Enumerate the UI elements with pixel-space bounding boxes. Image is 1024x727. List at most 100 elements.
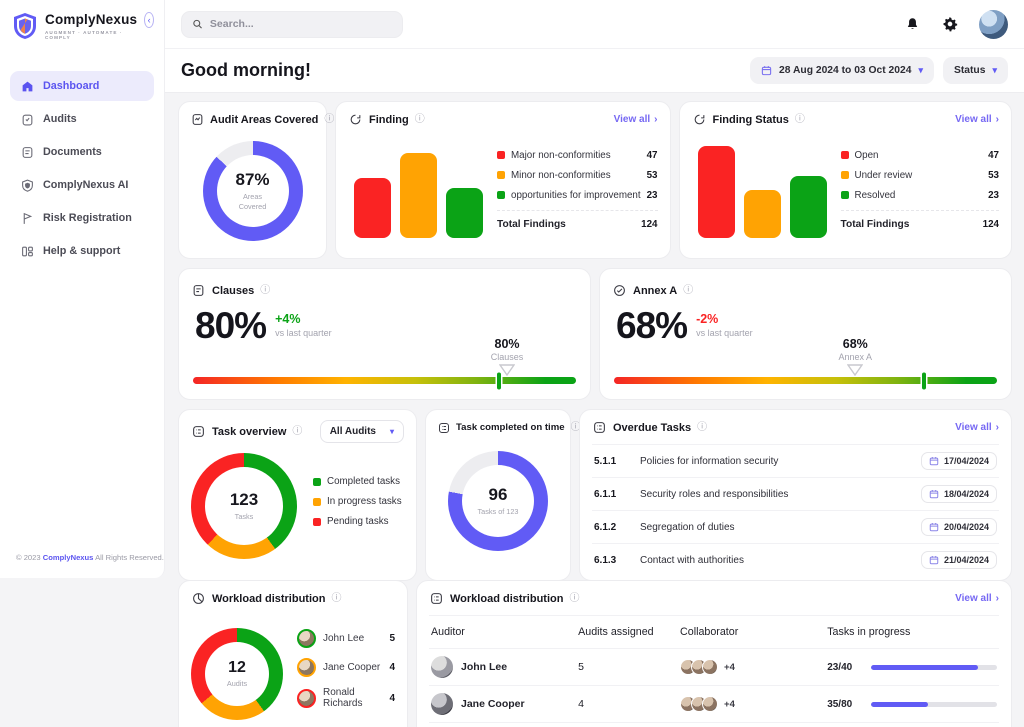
- info-icon[interactable]: ⓘ: [414, 113, 425, 125]
- view-all-link[interactable]: View all ›: [955, 422, 999, 433]
- avatar: [431, 693, 453, 715]
- card-annex-a: Annex A ⓘ 68% -2% vs last quarter 68% An…: [599, 268, 1012, 400]
- info-icon[interactable]: ⓘ: [331, 592, 342, 604]
- task-list-icon: [191, 424, 206, 439]
- sidebar-item-dashboard[interactable]: Dashboard: [10, 71, 154, 101]
- check-circle-icon: [612, 283, 627, 298]
- collaborator-extra: +4: [724, 661, 735, 673]
- info-icon[interactable]: ⓘ: [697, 421, 708, 433]
- task-title: Security roles and responsibilities: [640, 488, 789, 500]
- overdue-task-row[interactable]: 6.1.2 Segregation of duties 20/04/2024: [592, 510, 999, 543]
- gauge-tick: [497, 372, 502, 389]
- info-icon[interactable]: ⓘ: [570, 421, 581, 433]
- notifications-bell-icon[interactable]: [903, 15, 921, 33]
- due-date-chip[interactable]: 21/04/2024: [920, 551, 997, 569]
- info-icon[interactable]: ⓘ: [683, 284, 694, 296]
- settings-gear-icon[interactable]: [941, 15, 959, 33]
- view-all-link[interactable]: View all ›: [613, 114, 658, 125]
- gauge-marker-value: 80%: [494, 337, 520, 351]
- calendar-icon: [761, 66, 772, 76]
- page-title: Good morning!: [181, 60, 311, 80]
- legend-label: Pending tasks: [327, 516, 389, 527]
- due-date: 18/04/2024: [943, 489, 989, 499]
- card-finding: Finding ⓘ View all › Major non-conformit…: [335, 101, 671, 259]
- bar-major: [354, 177, 391, 238]
- topbar: [165, 0, 1024, 48]
- info-icon[interactable]: ⓘ: [292, 425, 303, 437]
- overdue-task-row[interactable]: 6.1.3 Contact with authorities 21/04/202…: [592, 543, 999, 576]
- person-value: 4: [389, 692, 395, 704]
- task-list-icon: [429, 591, 444, 606]
- document-icon: [20, 145, 34, 159]
- sidebar-item-documents[interactable]: Documents: [10, 137, 154, 167]
- annex-gauge[interactable]: 68% Annex A: [614, 337, 997, 389]
- table-header: Auditor Audits assigned Collaborator Tas…: [429, 615, 999, 649]
- card-title: Workload distribution: [450, 592, 564, 605]
- gauge-pointer-icon[interactable]: [847, 364, 864, 376]
- legend-label: Minor non-conformities: [511, 169, 611, 181]
- info-icon[interactable]: ⓘ: [260, 284, 271, 296]
- info-icon[interactable]: ⓘ: [794, 113, 805, 125]
- legend-swatch: [497, 191, 505, 199]
- table-row[interactable]: John Lee 5 +4 23/40: [429, 649, 999, 686]
- document-icon: [191, 283, 206, 298]
- total-value: 124: [641, 218, 658, 230]
- chevron-down-icon: ▾: [389, 427, 394, 436]
- info-icon[interactable]: ⓘ: [569, 592, 580, 604]
- report-icon: [191, 112, 204, 127]
- due-date-chip[interactable]: 17/04/2024: [920, 452, 997, 470]
- sidebar-item-help-support[interactable]: Help & support: [10, 236, 154, 266]
- gauge-pointer-icon[interactable]: [499, 364, 516, 376]
- view-all-link[interactable]: View all ›: [955, 593, 999, 604]
- gauge-tick: [922, 372, 927, 389]
- search-input[interactable]: [209, 18, 392, 30]
- calendar-icon: [929, 457, 939, 466]
- sidebar-item-audits[interactable]: Audits: [10, 104, 154, 134]
- due-date: 21/04/2024: [943, 555, 989, 565]
- brand-tagline: AUGMENT · AUTOMATE · COMPLY: [45, 30, 123, 40]
- workload-people-list: John Lee 5 Jane Cooper 4 Ronald Richards…: [297, 629, 395, 719]
- card-title: Finding: [369, 113, 409, 126]
- finding-status-legend: Open 47 Under review 53 Resolved 23 Total F…: [840, 150, 999, 230]
- search-box[interactable]: [181, 10, 403, 38]
- avatar: [297, 629, 316, 648]
- audits-assigned: 4: [578, 698, 584, 710]
- status-filter[interactable]: Status ▾: [942, 57, 1008, 84]
- overdue-task-row[interactable]: 6.1.1 Security roles and responsibilitie…: [592, 477, 999, 510]
- calendar-icon: [929, 523, 939, 532]
- user-avatar[interactable]: [979, 9, 1008, 39]
- due-date-chip[interactable]: 20/04/2024: [920, 518, 997, 536]
- task-overview-donut: 123 Tasks: [191, 453, 297, 559]
- progress-label: 23/40: [827, 661, 853, 673]
- card-title: Audit Areas Covered: [210, 113, 319, 126]
- legend-value: 23: [646, 189, 658, 201]
- donut-value: 87%: [235, 170, 270, 190]
- search-icon: [193, 19, 202, 29]
- view-all-link[interactable]: View all ›: [955, 114, 999, 125]
- sidebar-item-label: Dashboard: [43, 80, 100, 92]
- legend-swatch: [840, 151, 849, 159]
- overdue-task-row[interactable]: 5.1.1 Policies for information security …: [592, 444, 999, 477]
- col-collaborator: Collaborator: [680, 626, 739, 638]
- progress-label: 35/80: [827, 698, 853, 710]
- table-row[interactable]: Jane Cooper 4 +4 35/80: [429, 686, 999, 723]
- col-auditor: Auditor: [431, 626, 465, 638]
- card-workload-distribution-table: Workload distribution ⓘ View all › Audit…: [416, 580, 1012, 727]
- sidebar-item-complynexus-ai[interactable]: ComplyNexus AI: [10, 170, 154, 200]
- info-icon[interactable]: ⓘ: [324, 113, 335, 125]
- total-value: 124: [982, 218, 999, 230]
- clauses-gauge[interactable]: 80% Clauses: [193, 337, 576, 389]
- audits-filter-dropdown[interactable]: All Audits ▾: [319, 420, 404, 443]
- card-task-overview: Task overview ⓘ All Audits ▾ 123 Tasks: [178, 409, 417, 581]
- sidebar-item-label: Audits: [43, 113, 77, 125]
- due-date-chip[interactable]: 18/04/2024: [920, 485, 997, 503]
- date-range-picker[interactable]: 28 Aug 2024 to 03 Oct 2024 ▾: [750, 57, 934, 84]
- sidebar-item-risk-registration[interactable]: Risk Registration: [10, 203, 154, 233]
- due-date: 17/04/2024: [943, 456, 989, 466]
- legend-label: opportunities for improvement: [511, 189, 641, 201]
- legend-label: Under review: [854, 169, 913, 181]
- card-clauses: Clauses ⓘ 80% +4% vs last quarter 80% Cl…: [178, 268, 591, 400]
- refresh-icon: [692, 112, 707, 127]
- legend-swatch: [840, 171, 849, 179]
- sidebar-collapse-button[interactable]: ‹: [144, 12, 154, 28]
